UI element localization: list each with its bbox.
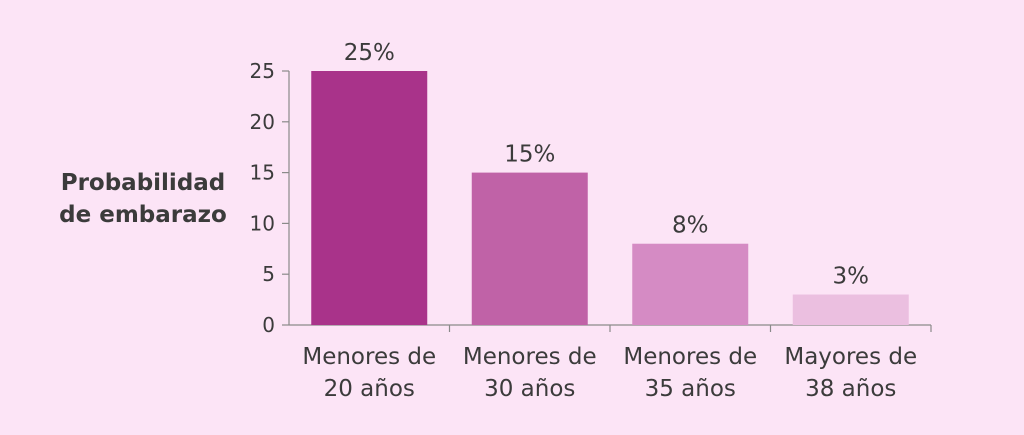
value-label: 15% [504,142,555,168]
category-label: Menores de [623,344,757,370]
value-labels: 25% 15% 8% 3% [344,40,869,290]
value-label: 8% [672,213,709,239]
category-label: 35 años [645,376,736,402]
bar [311,71,428,325]
y-axis-label-line-2: de embarazo [59,202,227,228]
category-label: 20 años [324,376,415,402]
value-label: 25% [344,40,395,66]
category-labels: Menores de 20 años Menores de 30 años Menore… [302,344,917,402]
category-label: Mayores de [784,344,917,370]
y-tick-label: 25 [250,59,275,83]
x-axis [289,324,932,332]
y-tick-label: 20 [250,110,275,134]
y-tick-label: 15 [250,161,275,185]
category-label: 38 años [805,376,896,402]
y-axis-label-line-1: Probabilidad [61,170,226,196]
bar [632,243,749,325]
bar [792,294,909,325]
y-tick-label: 10 [250,211,275,235]
y-tick-label: 0 [262,313,275,337]
category-label: Menores de [302,344,436,370]
bars [311,71,909,325]
category-label: 30 años [484,376,575,402]
bar [471,172,588,325]
value-label: 3% [833,264,870,290]
y-tick-label: 5 [262,262,275,286]
y-axis: 0 5 10 15 20 25 [250,59,290,337]
category-label: Menores de [463,344,597,370]
